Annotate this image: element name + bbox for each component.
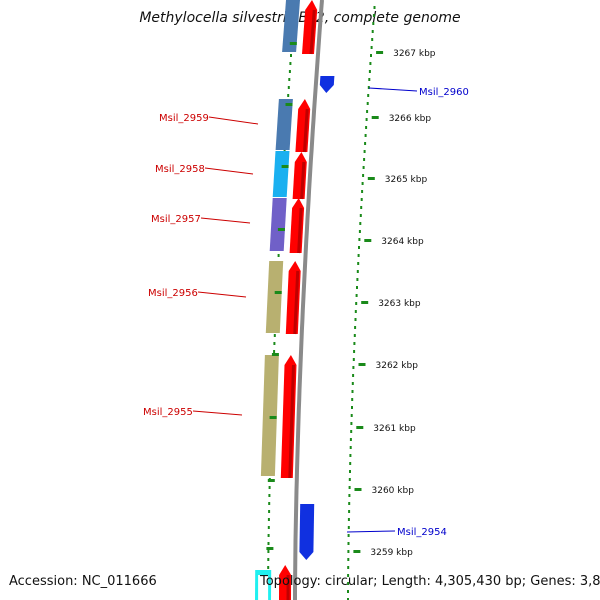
scale-tick xyxy=(367,177,375,180)
gene-leader-line xyxy=(204,167,254,175)
scale-label: 3259 kbp xyxy=(370,548,413,558)
forward-gene-track xyxy=(279,0,318,600)
scale-label: 3260 kbp xyxy=(372,486,415,496)
scale-tick xyxy=(267,479,275,482)
scale-label: 3264 kbp xyxy=(381,237,424,247)
scale-tick xyxy=(353,550,361,553)
scale-label: 3261 kbp xyxy=(373,424,416,434)
scale-label: 3263 kbp xyxy=(378,299,421,309)
scale-tick xyxy=(285,103,293,106)
reverse-gene-track xyxy=(299,76,335,560)
gene-leader-line xyxy=(368,87,418,92)
reverse-gene-arrow xyxy=(319,76,335,93)
scale-labels: 3267 kbp 3266 kbp 3265 kbp 3264 kbp 3263 kbp… xyxy=(370,49,435,558)
genome-summary: Topology: circular; Length: 4,305,430 bp… xyxy=(260,574,600,589)
reverse-gene-arrow xyxy=(299,504,315,560)
forward-gene-arrow xyxy=(295,99,311,152)
scale-ticks xyxy=(266,42,384,553)
scale-tick xyxy=(266,547,274,550)
cog-segment xyxy=(282,0,300,52)
gene-labels: Msil_2959 Msil_2958 Msil_2957 Msil_2956 Msil… xyxy=(143,87,469,538)
scale-label: 3267 kbp xyxy=(393,49,436,59)
scale-label: 3266 kbp xyxy=(389,114,432,124)
scale-tick xyxy=(289,42,297,45)
genome-title: Methylocella silvestris BL2, complete ge… xyxy=(139,10,461,26)
scale-label: 3262 kbp xyxy=(376,361,419,371)
scale-tick xyxy=(281,165,289,168)
cog-segment xyxy=(269,198,287,251)
gene-label: Msil_2960 xyxy=(419,87,469,98)
scale-tick xyxy=(358,363,366,366)
scale-tick xyxy=(277,228,285,231)
scale-tick xyxy=(354,488,362,491)
scale-tick xyxy=(371,116,379,119)
scale-tick xyxy=(356,426,364,429)
scale-tick xyxy=(269,416,277,419)
gene-label: Msil_2957 xyxy=(151,214,201,225)
cog-segment xyxy=(275,99,293,150)
scale-tick xyxy=(361,301,369,304)
gene-leader-line xyxy=(192,410,243,416)
gene-leader-line xyxy=(200,217,251,224)
scale-tick xyxy=(271,353,279,356)
forward-gene-arrow xyxy=(289,198,305,253)
cog-segment xyxy=(272,151,290,197)
cog-color-track xyxy=(255,0,300,600)
gene-label: Msil_2959 xyxy=(159,113,209,124)
scale-label: 3265 kbp xyxy=(385,175,428,185)
gene-leader-line xyxy=(208,116,259,125)
accession-label: Accession: NC_011666 xyxy=(9,574,157,589)
forward-gene-arrow xyxy=(302,0,318,54)
gene-leader-line xyxy=(197,291,247,298)
gene-label: Msil_2955 xyxy=(143,407,193,418)
forward-gene-arrow xyxy=(292,152,307,199)
scale-tick xyxy=(364,239,372,242)
scale-tick xyxy=(376,51,384,54)
backbone-line xyxy=(293,0,324,600)
scale-tick xyxy=(274,291,282,294)
dotted-ring-guides xyxy=(267,6,376,600)
gene-label: Msil_2954 xyxy=(397,527,447,538)
gene-label: Msil_2958 xyxy=(155,164,205,175)
gene-leader-line xyxy=(346,530,396,533)
cog-segment xyxy=(265,261,284,333)
gene-label: Msil_2956 xyxy=(148,288,198,299)
cog-segment xyxy=(260,355,279,476)
